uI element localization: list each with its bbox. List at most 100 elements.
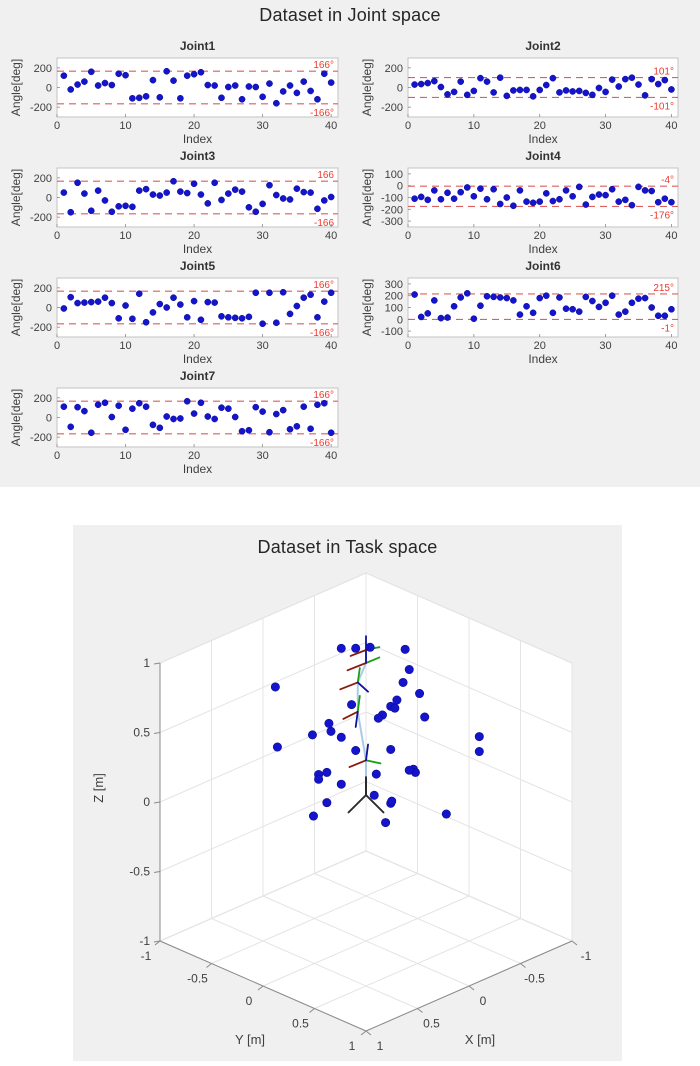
frame-axis-y — [356, 694, 361, 713]
svg-text:40: 40 — [665, 120, 677, 132]
svg-text:-200: -200 — [30, 102, 52, 114]
axis-rulers: -1 -1-1-0.5 -0.5-0.50 000.5 0.50.51 11Y [m] X … — [91, 656, 592, 1053]
frame-axis-y — [365, 759, 382, 765]
svg-text:30: 30 — [599, 230, 611, 242]
frame-axis-z — [356, 681, 369, 693]
z-axis-label: Z [m] — [91, 773, 106, 803]
svg-text:10: 10 — [468, 340, 480, 352]
svg-text:10: 10 — [119, 230, 131, 242]
scatter-points — [411, 74, 675, 100]
frame-axis-z — [354, 710, 359, 728]
svg-text:200: 200 — [385, 291, 403, 303]
y-tick-label: 0.5 — [292, 1017, 309, 1031]
frame-axis-x — [346, 662, 367, 672]
x-axis-label: Index — [528, 352, 557, 366]
joint-limit-label: 166° — [313, 60, 334, 71]
svg-text:200: 200 — [34, 173, 52, 185]
svg-text:0: 0 — [46, 193, 52, 205]
joint-limit-label: 215° — [653, 283, 674, 294]
frame-axis-x — [348, 759, 367, 768]
svg-text:-200: -200 — [30, 212, 52, 224]
svg-text:20: 20 — [188, 120, 200, 132]
x-axis-label: X [m] — [465, 1032, 495, 1047]
scatter-points — [60, 177, 335, 216]
subplot-title: Joint2 — [525, 39, 561, 53]
frame-axis-y — [365, 656, 381, 664]
svg-text:-200: -200 — [381, 102, 403, 114]
joint-limit-label: -101° — [650, 101, 674, 112]
svg-text:30: 30 — [256, 340, 268, 352]
svg-text:100: 100 — [385, 169, 403, 181]
subplot-title: Joint4 — [525, 149, 561, 163]
svg-text:40: 40 — [665, 340, 677, 352]
robot-arm — [339, 635, 385, 814]
x-axis-label: Index — [183, 462, 212, 476]
joint-limit-label: 166 — [317, 170, 334, 181]
svg-text:0: 0 — [405, 120, 411, 132]
svg-text:-300: -300 — [381, 216, 403, 228]
svg-text:10: 10 — [468, 120, 480, 132]
y-tick-label: -0.5 — [187, 972, 208, 986]
svg-text:0: 0 — [405, 230, 411, 242]
svg-text:20: 20 — [188, 450, 200, 462]
y-tick-label: 0 — [246, 994, 253, 1008]
scatter-points — [411, 289, 675, 323]
subplot-title: Joint5 — [180, 259, 216, 273]
joint-limit-label: -1° — [661, 323, 674, 334]
svg-text:20: 20 — [188, 340, 200, 352]
scatter-points — [411, 183, 675, 210]
frame-axis-x — [347, 794, 367, 814]
z-tick-label: 1 — [143, 656, 150, 670]
svg-text:0: 0 — [397, 181, 403, 193]
svg-text:20: 20 — [188, 230, 200, 242]
joint-limit-label: 166° — [313, 280, 334, 291]
scatter-points-3d — [270, 642, 484, 828]
svg-text:30: 30 — [256, 450, 268, 462]
svg-text:0: 0 — [46, 83, 52, 95]
z-tick-label: 0 — [143, 795, 150, 809]
joint-limit-label: -4° — [661, 175, 674, 186]
joint-space-title: Dataset in Joint space — [259, 5, 441, 25]
svg-text:-100: -100 — [381, 326, 403, 338]
svg-text:30: 30 — [599, 340, 611, 352]
svg-text:0: 0 — [54, 340, 60, 352]
x-tick-label: -1 — [581, 949, 592, 963]
x-tick-label: 1 — [377, 1039, 384, 1053]
svg-text:200: 200 — [34, 63, 52, 75]
svg-text:10: 10 — [468, 230, 480, 242]
scatter-points — [60, 67, 335, 107]
svg-text:40: 40 — [325, 120, 337, 132]
x-tick-label: 0 — [480, 994, 487, 1008]
svg-text:30: 30 — [599, 120, 611, 132]
svg-text:0: 0 — [54, 450, 60, 462]
svg-text:0: 0 — [46, 303, 52, 315]
y-tick-label: -1 — [141, 949, 152, 963]
z-tick-label: -0.5 — [129, 865, 150, 879]
svg-text:10: 10 — [119, 120, 131, 132]
x-tick-label: 0.5 — [423, 1017, 440, 1031]
z-tick-label: -1 — [139, 934, 150, 948]
subplot-title: Joint3 — [180, 149, 216, 163]
y-tick-label: 1 — [349, 1039, 356, 1053]
scatter-points — [60, 288, 335, 328]
y-axis-label: Y [m] — [235, 1032, 265, 1047]
svg-text:-200: -200 — [30, 322, 52, 334]
svg-text:0: 0 — [405, 340, 411, 352]
scatter-points — [60, 397, 335, 437]
z-tick-label: 0.5 — [133, 726, 150, 740]
frame-axis-y — [356, 667, 361, 684]
svg-text:20: 20 — [534, 340, 546, 352]
subplot-title: Joint1 — [180, 39, 216, 53]
svg-text:30: 30 — [256, 230, 268, 242]
frame-axis-x — [339, 681, 359, 691]
svg-text:200: 200 — [385, 63, 403, 75]
task-space-title: Dataset in Task space — [257, 537, 438, 557]
y-axis-label: Angle[deg] — [360, 59, 374, 116]
svg-text:0: 0 — [54, 120, 60, 132]
